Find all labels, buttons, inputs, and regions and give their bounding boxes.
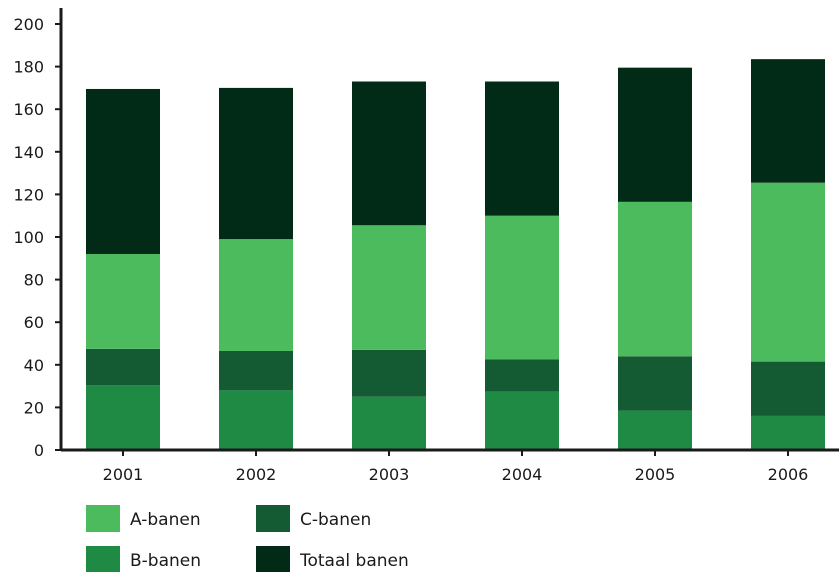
x-tick-label: 2003 [369, 465, 410, 484]
legend-item-totaal-banen: Totaal banen [256, 546, 409, 572]
y-tick-label: 100 [13, 228, 44, 247]
bar-segment-a-banen-2001 [86, 254, 160, 349]
y-tick-label: 200 [13, 15, 44, 34]
bar-segment-b-banen-2002 [219, 390, 293, 450]
bar-segment-totaal-banen-2005 [618, 67, 692, 202]
legend-swatch [86, 546, 120, 572]
bar-segment-a-banen-2005 [618, 201, 692, 357]
bar-segment-a-banen-2002 [219, 239, 293, 351]
y-tick-label: 0 [34, 441, 44, 460]
legend-item-c-banen: C-banen [256, 505, 371, 532]
bar-segment-c-banen-2003 [352, 349, 426, 397]
bar-segment-totaal-banen-2002 [219, 87, 293, 240]
bar-segment-a-banen-2003 [352, 225, 426, 350]
bar-segment-c-banen-2005 [618, 356, 692, 411]
legend-swatch [256, 505, 290, 532]
bar-segment-b-banen-2005 [618, 410, 692, 450]
x-tick-label: 2001 [103, 465, 144, 484]
bar-segment-b-banen-2001 [86, 385, 160, 450]
y-tick-label: 120 [13, 185, 44, 204]
bar-segment-totaal-banen-2003 [352, 81, 426, 226]
bar-segment-c-banen-2004 [485, 359, 559, 392]
y-axis-ticks: 0 20 40 60 80 100 120 140 160 180 200 [13, 15, 61, 460]
y-tick-label: 180 [13, 58, 44, 77]
y-tick-label: 80 [24, 271, 44, 290]
bar-segment-b-banen-2003 [352, 396, 426, 450]
legend-label: Totaal banen [299, 551, 409, 571]
bar-segment-totaal-banen-2006 [751, 59, 825, 183]
x-axis-ticks: 2001 2002 2003 2004 2005 2006 [103, 450, 809, 484]
legend-swatch [256, 546, 290, 572]
legend-label: B-banen [130, 551, 201, 571]
legend-swatch [86, 505, 120, 532]
x-tick-label: 2004 [502, 465, 543, 484]
x-tick-label: 2005 [635, 465, 676, 484]
bar-segment-b-banen-2006 [751, 415, 825, 450]
x-tick-label: 2002 [236, 465, 277, 484]
bar-segment-totaal-banen-2004 [485, 81, 559, 216]
legend-label: A-banen [130, 510, 201, 530]
axes-layer [59, 8, 839, 452]
bar-segment-a-banen-2004 [485, 215, 559, 360]
legend: A-banen C-banen B-banen Totaal banen [86, 505, 409, 572]
y-tick-label: 20 [24, 398, 44, 417]
bars-layer [86, 59, 825, 450]
bar-segment-b-banen-2004 [485, 391, 559, 450]
legend-item-a-banen: A-banen [86, 505, 201, 532]
legend-item-b-banen: B-banen [86, 546, 201, 572]
bar-segment-c-banen-2002 [219, 350, 293, 391]
y-tick-label: 140 [13, 143, 44, 162]
bar-segment-c-banen-2001 [86, 348, 160, 386]
bar-segment-c-banen-2006 [751, 361, 825, 416]
bar-segment-totaal-banen-2001 [86, 88, 160, 255]
bar-segment-a-banen-2006 [751, 182, 825, 362]
legend-label: C-banen [300, 510, 371, 530]
y-tick-label: 60 [24, 313, 44, 332]
y-tick-label: 160 [13, 100, 44, 119]
x-tick-label: 2006 [768, 465, 809, 484]
y-tick-label: 40 [24, 356, 44, 375]
